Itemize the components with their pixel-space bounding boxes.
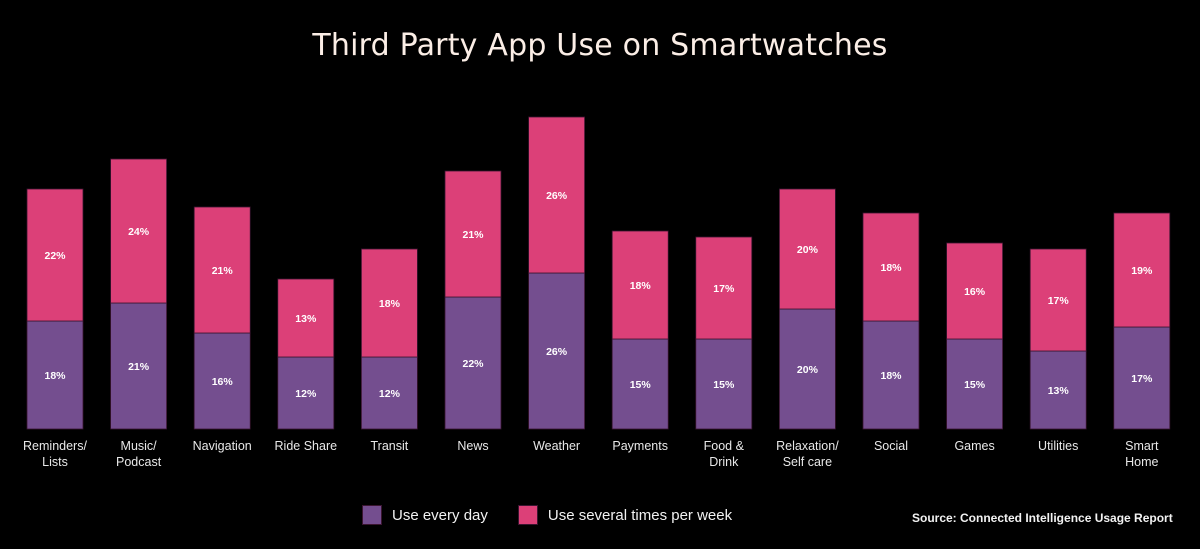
data-label: 20% — [797, 364, 819, 376]
data-label: 17% — [713, 283, 735, 295]
data-label: 26% — [546, 346, 568, 358]
bar-segment-every-day — [611, 338, 669, 430]
x-tick-label: Home — [1125, 455, 1158, 469]
data-label: 21% — [128, 361, 150, 373]
x-tick-label: Games — [954, 439, 994, 453]
data-label: 22% — [462, 358, 484, 370]
data-label: 17% — [1048, 295, 1070, 307]
data-label: 15% — [630, 379, 652, 391]
x-tick-label: Music/ — [121, 439, 158, 453]
data-label: 18% — [379, 298, 401, 310]
x-tick-label: Food & — [704, 439, 745, 453]
bars-group: 18% 22% 21% 24% 16% 21% 12% 13% 12% 18% 22% 21% 26% 2… — [26, 116, 1171, 430]
x-tick-label: Social — [874, 439, 908, 453]
bar-segment-every-day — [695, 338, 753, 430]
x-tick-label: Weather — [533, 439, 580, 453]
bar-segment-every-day — [862, 320, 920, 430]
data-label: 15% — [713, 379, 735, 391]
legend-swatch-several-times — [517, 505, 538, 525]
legend-swatch-every-day — [362, 505, 382, 525]
x-tick-label: Ride Share — [275, 439, 338, 453]
bar-segment-several-times — [1113, 212, 1171, 328]
bar-segment-several-times — [360, 248, 418, 358]
x-tick-label: Relaxation/ — [776, 439, 839, 453]
data-label: 13% — [295, 313, 317, 325]
bar-segment-several-times — [26, 188, 84, 322]
bar-segment-several-times — [110, 158, 167, 304]
bar-segment-every-day — [444, 296, 502, 430]
x-tick-label: Navigation — [193, 439, 252, 453]
legend-label-every-day: Use every day — [392, 506, 488, 524]
bar-segment-several-times — [779, 188, 836, 310]
data-label: 20% — [797, 244, 819, 256]
data-label: 16% — [212, 376, 234, 388]
x-tick-label: Transit — [371, 439, 409, 453]
bar-segment-several-times — [611, 230, 669, 340]
x-tick-label: News — [457, 439, 488, 453]
x-tick-label: Reminders/ — [23, 439, 87, 453]
legend-label-several-times: Use several times per week — [547, 506, 733, 524]
data-label: 12% — [295, 388, 317, 400]
x-tick-label: Payments — [612, 439, 668, 453]
data-label: 13% — [1048, 385, 1070, 397]
bar-segment-several-times — [277, 278, 335, 358]
data-label: 26% — [546, 190, 568, 202]
x-tick-label: Drink — [709, 455, 739, 469]
bar-segment-every-day — [360, 356, 418, 430]
bar-segment-every-day — [277, 356, 335, 430]
data-label: 21% — [462, 229, 484, 241]
x-axis-labels: Reminders/Lists Music/Podcast Navigation Ri… — [23, 439, 1159, 469]
bar-segment-several-times — [193, 206, 251, 334]
bar-segment-several-times — [1029, 248, 1087, 352]
data-label: 22% — [44, 250, 66, 262]
x-tick-label: Self care — [783, 455, 832, 469]
source-note: Source: Connected Intelligence Usage Rep… — [912, 511, 1173, 525]
x-tick-label: Smart — [1125, 439, 1159, 453]
legend-item-every-day: Use every day — [362, 505, 488, 525]
bar-segment-several-times — [695, 236, 753, 340]
x-tick-label: Lists — [42, 455, 68, 469]
bar-segment-every-day — [946, 338, 1003, 430]
data-label: 18% — [880, 262, 902, 274]
bar-segment-every-day — [193, 332, 251, 430]
data-label: 18% — [630, 280, 652, 292]
x-tick-label: Utilities — [1038, 439, 1078, 453]
x-tick-label: Podcast — [116, 455, 162, 469]
legend-item-several-times: Use several times per week — [517, 505, 733, 525]
data-label: 17% — [1131, 373, 1153, 385]
data-label: 16% — [964, 286, 986, 298]
data-label: 12% — [379, 388, 401, 400]
data-label: 19% — [1131, 265, 1153, 277]
data-label: 18% — [44, 370, 66, 382]
bar-segment-several-times — [444, 170, 502, 298]
bar-segment-every-day — [528, 272, 585, 430]
data-label: 24% — [128, 226, 150, 238]
bar-segment-every-day — [26, 320, 84, 430]
bar-segment-several-times — [946, 242, 1003, 340]
legend: Use every day Use several times per week — [362, 505, 762, 525]
bar-segment-several-times — [528, 116, 585, 274]
data-label: 18% — [880, 370, 902, 382]
bar-segment-every-day — [110, 302, 167, 430]
bar-segment-every-day — [1029, 350, 1087, 430]
bar-segment-several-times — [862, 212, 920, 322]
data-label: 21% — [212, 265, 234, 277]
chart-title: Third Party App Use on Smartwatches — [312, 28, 888, 63]
data-label: 15% — [964, 379, 986, 391]
bar-segment-every-day — [779, 308, 836, 430]
